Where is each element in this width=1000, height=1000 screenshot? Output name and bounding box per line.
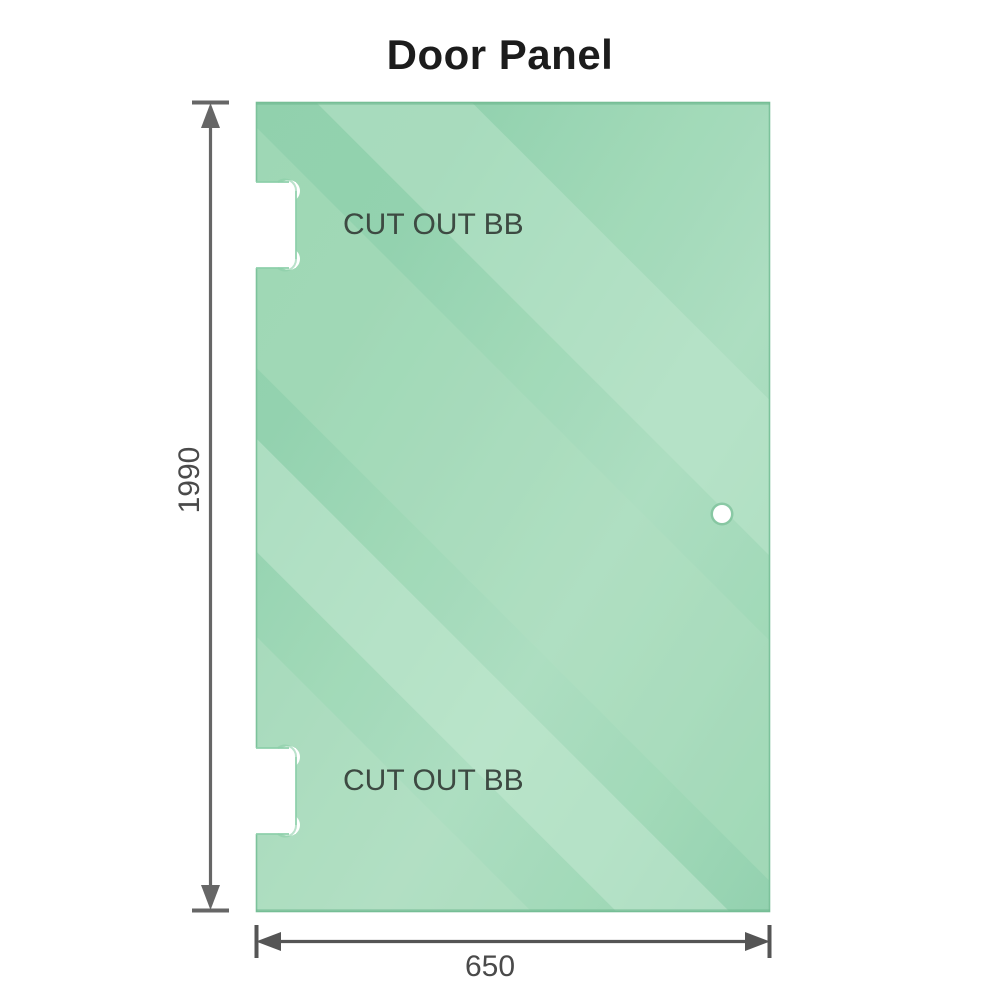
dimension-width: [254, 925, 772, 958]
cut-out-top: [254, 178, 300, 272]
dimension-height-label: 1990: [173, 446, 206, 514]
page-title: Door Panel: [386, 31, 614, 78]
cut-out-bottom: [254, 744, 300, 838]
dimension-width-label: 650: [464, 950, 516, 983]
dimension-height: [192, 100, 229, 913]
cut-out-top-label: CUT OUT BB: [343, 208, 524, 241]
handle-hole: [710, 502, 734, 526]
cut-out-bottom-label: CUT OUT BB: [343, 764, 524, 797]
